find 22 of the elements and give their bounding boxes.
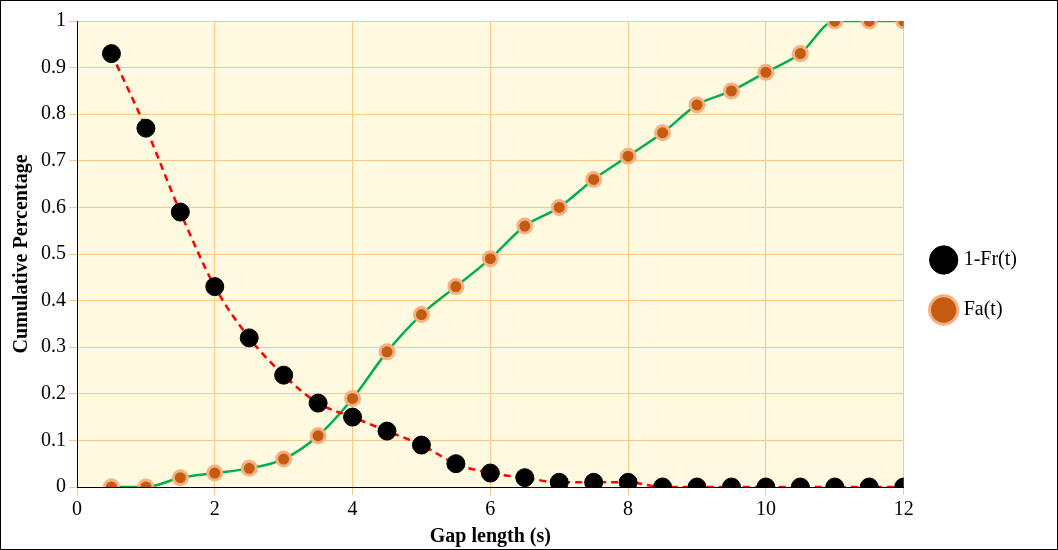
y-tick-label: 0.8 [41,101,66,124]
y-tick-label: 0.9 [41,54,66,77]
legend-label: Fa(t) [963,297,1003,321]
x-tick-label: 2 [209,497,220,520]
y-tick-label: 0.4 [41,287,66,310]
y-tick-label: 0.2 [41,381,66,404]
x-tick-label: 4 [347,497,358,520]
x-tick-label: 12 [893,497,914,520]
y-axis-title: Cumulative Percentage [9,154,33,354]
x-tick-label: 8 [623,497,634,520]
y-tick-label: 0.5 [41,241,66,264]
y-tick-label: 1 [56,8,66,31]
y-tick-label: 0.7 [41,148,66,171]
legend-label: 1-Fr(t) [963,247,1018,271]
y-tick-label: 0.6 [41,194,66,217]
x-axis-title: Gap length (s) [429,524,551,548]
x-tick-label: 10 [755,497,776,520]
y-tick-label: 0 [56,474,66,497]
y-tick-label: 0.1 [41,427,66,450]
x-tick-label: 6 [485,497,496,520]
x-tick-label: 0 [72,497,82,520]
y-tick-label: 0.3 [41,334,66,357]
